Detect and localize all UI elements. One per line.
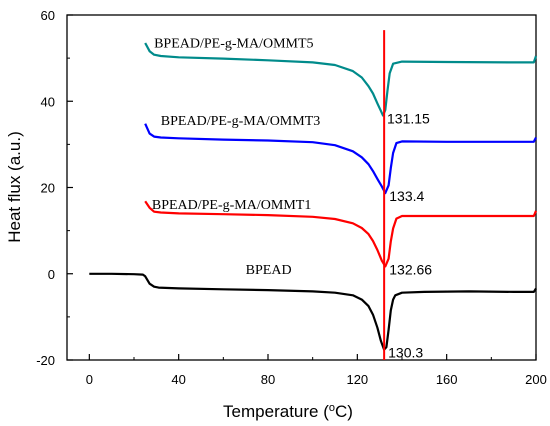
x-tick-label: 160 — [436, 372, 458, 387]
x-tick-label: 0 — [86, 372, 93, 387]
y-tick-label: 40 — [41, 94, 55, 109]
x-axis-title: Temperature (oC) — [223, 402, 353, 421]
series-label: BPEAD — [246, 263, 292, 278]
peak-label: 131.15 — [387, 110, 430, 126]
series-line — [144, 200, 538, 268]
plot-frame — [66, 14, 537, 361]
series-line — [89, 272, 537, 351]
y-tick-label: 60 — [41, 8, 55, 23]
y-tick-label: 0 — [48, 267, 55, 282]
peak-label: 133.4 — [389, 188, 424, 204]
series-label: BPEAD/PE-g-MA/OMMT1 — [152, 198, 311, 213]
peak-label: 132.66 — [389, 261, 432, 277]
y-tick-label: -20 — [36, 353, 55, 368]
peak-label: 130.3 — [388, 345, 423, 361]
x-tick-label: 40 — [171, 372, 185, 387]
series-label: BPEAD/PE-g-MA/OMMT5 — [154, 36, 313, 51]
y-axis-title: Heat flux (a.u.) — [5, 131, 24, 243]
series-label: BPEAD/PE-g-MA/OMMT3 — [161, 114, 320, 129]
series-line — [144, 42, 538, 117]
x-tick-label: 120 — [346, 372, 368, 387]
plot-area: 0 40 80 120 160 200 -20 0 20 40 60 BPEAD 130.3 BPEAD/… — [36, 8, 547, 387]
series-line — [144, 123, 537, 195]
x-tick-label: 80 — [261, 372, 275, 387]
x-tick-label: 200 — [525, 372, 547, 387]
y-tick-label: 20 — [41, 181, 55, 196]
